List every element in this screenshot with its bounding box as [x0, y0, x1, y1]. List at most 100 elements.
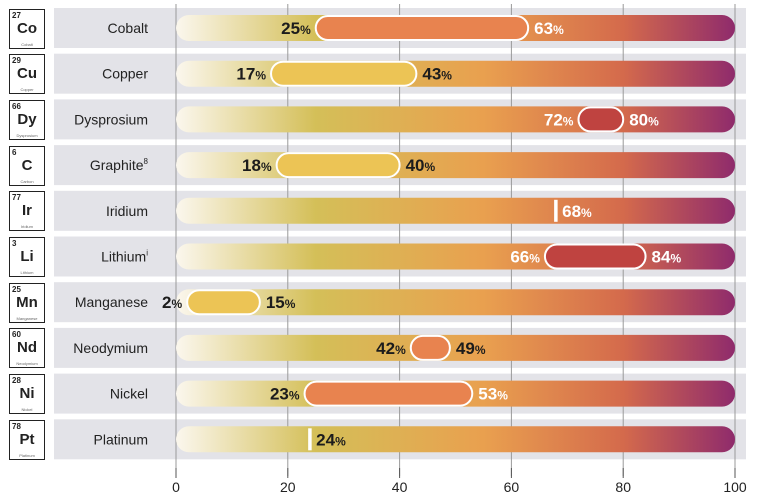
- range-marker: [543, 243, 647, 270]
- element-tile: 28 Ni Nickel: [9, 374, 45, 415]
- atomic-number: 27: [12, 10, 21, 20]
- category-label: Platinum: [94, 431, 148, 447]
- range-bar: [176, 289, 735, 316]
- unit: %: [497, 389, 508, 403]
- low-value-label: 72%: [544, 110, 574, 129]
- category-label: Graphite8: [90, 157, 149, 173]
- category-label: Nickel: [110, 386, 148, 402]
- range-marker: [303, 380, 474, 407]
- unit: %: [670, 252, 681, 266]
- low-value-label: 25%: [281, 19, 311, 38]
- element-tile: 60 Nd Neodymium: [9, 328, 45, 369]
- range-marker: [409, 334, 451, 361]
- unit: %: [425, 160, 436, 174]
- element-symbol: Nd: [17, 339, 37, 357]
- unit: %: [648, 114, 659, 128]
- high-value-label: 53%: [478, 385, 508, 404]
- element-symbol: Ni: [19, 385, 35, 403]
- element-tile: 66 Dy Dysprosium: [9, 99, 45, 140]
- element-symbol: Ir: [21, 202, 32, 220]
- low-value-label: 17%: [236, 65, 266, 84]
- category-label: Cobalt: [108, 20, 149, 36]
- atomic-number: 29: [12, 56, 21, 66]
- range-marker: [314, 15, 530, 41]
- element-name: Iridium: [20, 224, 33, 230]
- unit: %: [441, 69, 452, 83]
- element-name: Cobalt: [21, 41, 33, 47]
- element-name: Lithium: [20, 270, 34, 275]
- element-symbol: Cu: [17, 65, 37, 83]
- unit: %: [255, 69, 266, 83]
- range-bar: [176, 426, 735, 453]
- low-value-label: 42%: [376, 339, 406, 358]
- low-value-label: 66%: [510, 248, 540, 267]
- range-marker: [186, 289, 261, 316]
- range-bar: [176, 334, 735, 361]
- atomic-number: 28: [12, 376, 21, 386]
- high-value-label: 24%: [316, 430, 346, 449]
- element-name: Platinum: [19, 452, 35, 458]
- low-value-label: 23%: [270, 385, 300, 404]
- element-tile: 29 Cu Copper: [9, 54, 45, 95]
- range-marker: [577, 106, 625, 133]
- x-tick-label: 20: [280, 479, 296, 495]
- atomic-number: 6: [12, 147, 17, 157]
- footnote-mark: i: [146, 249, 148, 258]
- unit: %: [300, 23, 311, 37]
- unit: %: [529, 252, 540, 266]
- high-value-label: 80%: [629, 110, 659, 129]
- element-symbol: C: [21, 156, 33, 174]
- high-value-label: 68%: [562, 202, 592, 221]
- element-name: Dysprosium: [16, 132, 38, 138]
- element-tile: 77 Ir Iridium: [9, 191, 45, 232]
- element-tile: 3 Li Lithium: [9, 237, 45, 277]
- element-name: Carbon: [20, 178, 34, 184]
- element-symbol: Co: [17, 19, 37, 37]
- high-value-label: 15%: [266, 293, 296, 312]
- atomic-number: 66: [12, 101, 21, 111]
- unit: %: [563, 114, 574, 128]
- range-marker: [275, 152, 401, 179]
- unit: %: [395, 343, 406, 357]
- x-tick-label: 60: [504, 479, 520, 495]
- unit: %: [335, 434, 346, 448]
- unit: %: [285, 297, 296, 311]
- unit: %: [553, 23, 564, 37]
- unit: %: [475, 343, 486, 357]
- element-symbol: Dy: [17, 110, 37, 128]
- element-tile: 78 Pt Platinum: [9, 419, 45, 460]
- atomic-number: 78: [12, 421, 21, 431]
- atomic-number: 77: [12, 193, 21, 203]
- category-label: Copper: [102, 66, 148, 82]
- atomic-number: 25: [12, 284, 21, 294]
- low-value-label: 18%: [242, 156, 272, 175]
- x-tick-label: 0: [172, 479, 180, 495]
- unit: %: [172, 297, 183, 311]
- element-name: Manganese: [16, 315, 38, 321]
- unit: %: [289, 389, 300, 403]
- point-marker: [554, 199, 558, 222]
- element-tile: 27 Co Cobalt: [9, 8, 45, 49]
- category-label: Lithiumi: [101, 249, 148, 265]
- x-tick-label: 40: [392, 479, 408, 495]
- low-value-label: 2%: [162, 293, 182, 312]
- element-name: Nickel: [21, 407, 33, 413]
- high-value-label: 63%: [534, 19, 564, 38]
- atomic-number: 60: [12, 330, 21, 340]
- x-tick-label: 80: [615, 479, 631, 495]
- element-symbol: Li: [20, 248, 34, 265]
- unit: %: [261, 160, 272, 174]
- range-marker: [270, 60, 418, 87]
- element-symbol: Pt: [19, 430, 35, 448]
- category-label: Dysprosium: [74, 111, 148, 127]
- element-tile: 25 Mn Manganese: [9, 282, 45, 323]
- element-tile: 6 C Carbon: [9, 145, 45, 186]
- high-value-label: 84%: [652, 248, 682, 267]
- point-marker: [308, 428, 312, 451]
- unit: %: [581, 206, 592, 220]
- atomic-number: 3: [12, 239, 17, 248]
- high-value-label: 43%: [422, 65, 452, 84]
- element-symbol: Mn: [16, 293, 38, 311]
- footnote-mark: 8: [144, 157, 149, 166]
- category-label: Neodymium: [73, 340, 148, 356]
